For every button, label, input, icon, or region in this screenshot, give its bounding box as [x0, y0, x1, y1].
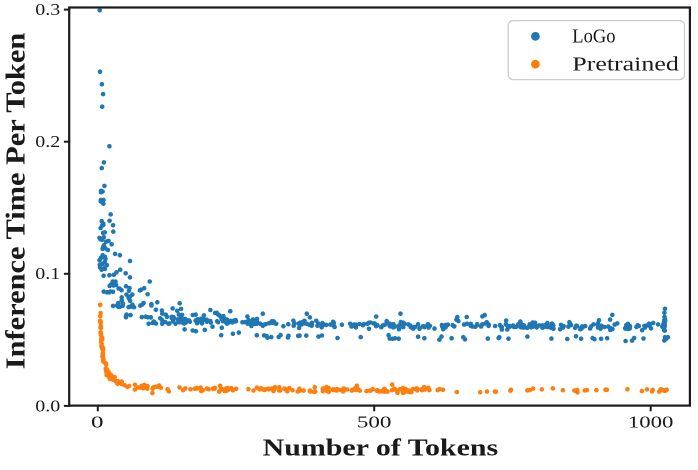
- svg-text:1000: 1000: [628, 413, 674, 432]
- svg-text:Pretrained: Pretrained: [572, 55, 679, 76]
- svg-text:LoGo: LoGo: [572, 27, 615, 48]
- svg-text:0: 0: [91, 413, 104, 432]
- svg-text:0.2: 0.2: [35, 132, 60, 151]
- svg-text:0.0: 0.0: [35, 396, 60, 415]
- svg-text:Number of Tokens: Number of Tokens: [263, 434, 499, 461]
- svg-text:0.3: 0.3: [35, 0, 60, 19]
- svg-text:0.1: 0.1: [35, 264, 60, 283]
- svg-text:Inference Time Per Token: Inference Time Per Token: [0, 33, 31, 370]
- svg-text:500: 500: [357, 413, 392, 432]
